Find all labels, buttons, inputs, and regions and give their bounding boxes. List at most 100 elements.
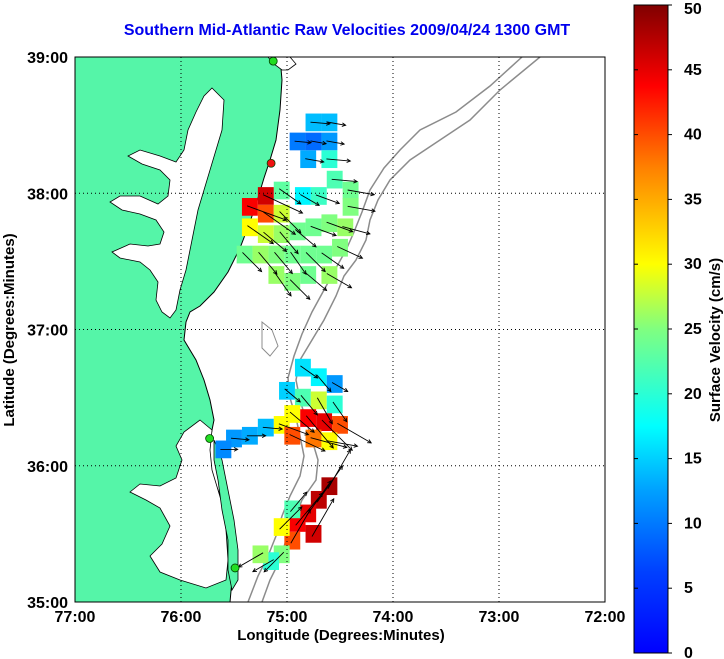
y-tick-label: 35:00 xyxy=(27,595,68,612)
velocity-arrowhead xyxy=(296,398,301,403)
velocity-arrowhead xyxy=(370,191,376,197)
station-marker xyxy=(266,158,276,168)
velocity-arrowhead xyxy=(313,374,319,379)
velocity-arrowhead xyxy=(269,239,275,245)
x-tick-label: 73:00 xyxy=(479,609,520,626)
velocity-arrow xyxy=(278,188,302,205)
velocity-arrow xyxy=(331,382,348,392)
velocity-arrow xyxy=(247,225,274,245)
colorbar-tick-label: 10 xyxy=(684,515,702,532)
velocity-arrow xyxy=(305,272,327,291)
velocity-arrowhead xyxy=(313,410,318,416)
velocity-arrow xyxy=(310,140,327,145)
velocity-arrow xyxy=(300,395,318,416)
velocity-arrowhead xyxy=(282,216,288,222)
velocity-arrowhead xyxy=(315,201,320,206)
velocity-arrowhead xyxy=(319,159,325,164)
plot-frame xyxy=(74,56,606,603)
velocity-arrow xyxy=(263,211,296,235)
velocity-arrow xyxy=(300,194,320,206)
velocity-arrow xyxy=(315,194,340,204)
velocity-arrowhead xyxy=(348,446,353,451)
velocity-region-hatteras xyxy=(237,448,351,573)
velocity-arrowhead xyxy=(252,568,257,573)
velocity-arrow xyxy=(279,211,302,234)
velocity-arrow xyxy=(300,365,318,379)
velocity-arrow xyxy=(242,252,262,272)
velocity-arrowhead xyxy=(343,387,349,392)
y-tick-label: 37:00 xyxy=(27,323,68,340)
colorbar-tick-label: 25 xyxy=(684,321,702,338)
velocity-arrowhead xyxy=(287,291,292,297)
velocity-arrow xyxy=(326,140,345,145)
velocity-arrow xyxy=(347,205,376,212)
velocity-arrow xyxy=(289,434,326,452)
x-tick-label: 76:00 xyxy=(161,609,202,626)
velocity-arrow xyxy=(238,552,264,568)
velocity-arrowhead xyxy=(342,444,348,449)
velocity-arrow xyxy=(262,194,303,214)
velocity-arrow xyxy=(252,559,274,573)
velocity-arrow xyxy=(331,178,358,183)
velocity-arrow xyxy=(310,437,347,448)
colorbar-tick-label: 45 xyxy=(684,62,702,79)
velocity-arrow xyxy=(274,251,293,274)
velocity-arrow xyxy=(274,272,292,297)
colorbar xyxy=(633,4,669,654)
velocity-arrowhead xyxy=(297,506,303,511)
velocity-arrow xyxy=(347,189,375,196)
velocity-arrowhead xyxy=(233,447,239,452)
velocity-arrowhead xyxy=(347,284,353,289)
x-axis-label: Longitude (Degrees:Minutes) xyxy=(237,627,445,644)
barrier-island xyxy=(213,439,239,592)
velocity-arrowhead xyxy=(257,267,263,273)
y-tick-label: 36:00 xyxy=(27,459,68,476)
velocity-arrow xyxy=(310,225,337,236)
station-marker xyxy=(230,563,240,573)
velocity-arrow xyxy=(316,374,332,392)
velocity-arrowhead xyxy=(365,230,371,236)
velocity-arrowhead xyxy=(328,419,333,425)
velocity-arrow xyxy=(294,140,312,144)
velocity-arrow xyxy=(289,411,315,433)
velocity-arrowhead xyxy=(322,286,328,292)
velocity-arrowhead xyxy=(294,249,299,255)
colorbar-tick-label: 20 xyxy=(684,386,702,403)
velocity-arrowhead xyxy=(307,140,313,145)
velocity-arrowhead xyxy=(288,269,293,275)
velocity-arrow xyxy=(321,252,345,269)
velocity-arrow xyxy=(262,426,283,430)
velocity-arrow xyxy=(279,506,303,530)
velocity-arrowhead xyxy=(335,200,341,205)
velocity-arrow xyxy=(295,492,324,526)
velocity-arrowhead xyxy=(321,267,326,273)
x-tick-label: 72:00 xyxy=(585,609,626,626)
velocity-arrow xyxy=(326,440,358,447)
velocity-arrow xyxy=(337,246,363,259)
velocity-arrow xyxy=(310,121,330,125)
velocity-arrow xyxy=(342,226,371,235)
colorbar-tick-label: 0 xyxy=(684,645,693,659)
velocity-arrowhead xyxy=(245,437,250,442)
y-tick-label: 39:00 xyxy=(27,50,68,67)
colorbar-tick-label: 5 xyxy=(684,580,693,597)
velocity-arrowhead xyxy=(341,122,347,127)
colorbar-label: Surface Velocity (cm/s) xyxy=(707,258,724,422)
velocity-arrowhead xyxy=(339,264,345,269)
velocity-arrow xyxy=(263,231,287,252)
y-tick-labels: 35:00 36:00 37:00 38:00 39:00 xyxy=(27,50,68,612)
velocity-arrowhead xyxy=(305,295,311,301)
velocity-arrow xyxy=(290,491,308,512)
station-marker xyxy=(268,56,278,66)
velocity-arrow xyxy=(327,449,351,490)
velocity-arrowhead xyxy=(343,417,348,423)
velocity-arrow xyxy=(326,158,351,162)
velocity-arrow xyxy=(278,423,309,436)
velocity-field xyxy=(215,113,376,573)
velocity-arrowhead xyxy=(371,208,376,213)
y-axis-label: Latitude (Degrees:Minutes) xyxy=(1,233,18,426)
velocity-arrowhead xyxy=(263,567,269,573)
velocity-arrowhead xyxy=(358,254,364,259)
velocity-arrow xyxy=(326,121,346,126)
